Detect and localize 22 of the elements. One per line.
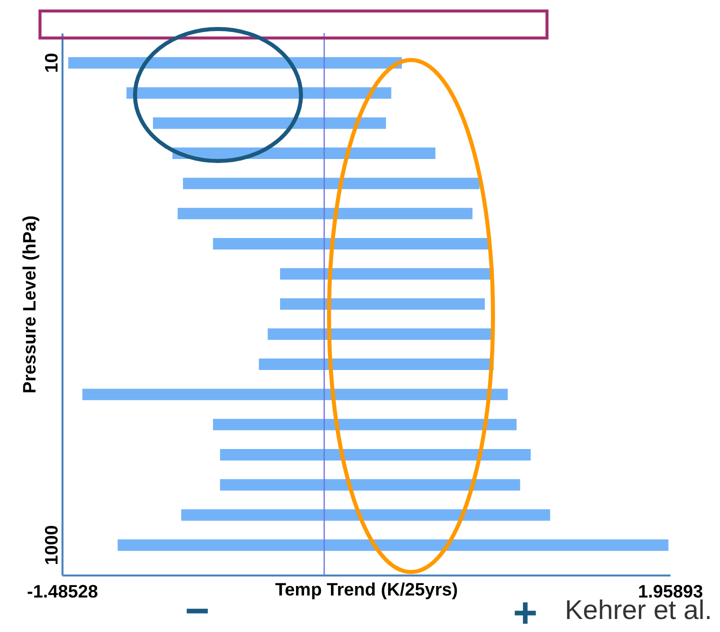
bar — [118, 539, 668, 551]
x-axis-title: Temp Trend (K/25yrs) — [275, 580, 458, 600]
y-tick-label: 10 — [42, 52, 62, 73]
x-tick-label: -1.48528 — [26, 582, 98, 602]
text: + — [513, 589, 538, 632]
bar — [280, 298, 485, 310]
bar — [268, 328, 492, 340]
bar — [258, 358, 494, 370]
bar — [82, 388, 508, 400]
bar — [181, 509, 550, 521]
text: − — [185, 587, 210, 632]
y-tick-label: 1000 — [42, 525, 62, 566]
bar — [220, 448, 531, 460]
bar — [152, 117, 386, 129]
bar — [182, 178, 480, 190]
y-axis-title: Pressure Level (hPa) — [20, 215, 40, 394]
bar — [212, 238, 490, 250]
bar — [220, 479, 520, 491]
bar — [212, 418, 517, 430]
bar — [126, 87, 392, 99]
bar — [178, 208, 472, 220]
bar — [68, 57, 402, 69]
